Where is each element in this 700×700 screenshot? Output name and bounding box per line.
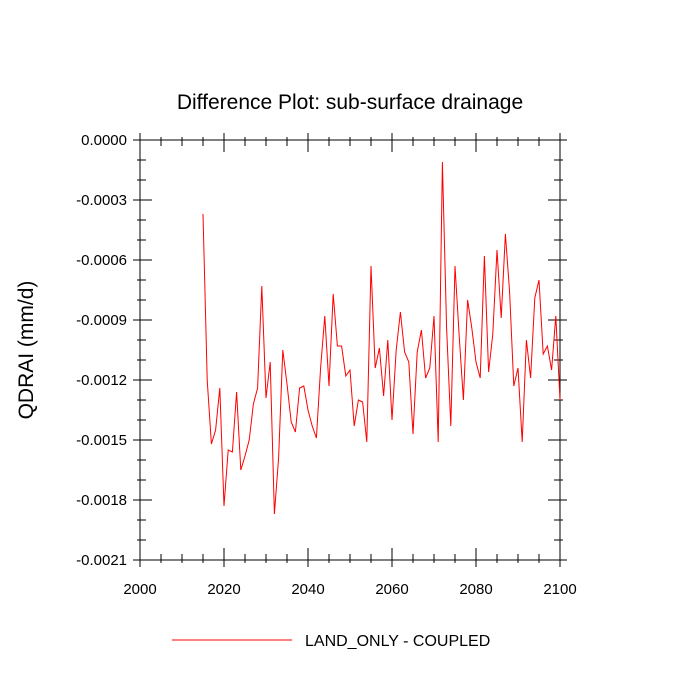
y-tick-label: -0.0015 bbox=[76, 432, 127, 449]
x-tick-label: 2080 bbox=[459, 581, 492, 598]
plot-frame bbox=[139, 139, 561, 561]
y-tick-label: -0.0018 bbox=[76, 492, 127, 509]
y-tick-label: 0.0000 bbox=[81, 132, 127, 149]
y-tick-label: -0.0006 bbox=[76, 252, 127, 269]
y-tick-label: -0.0012 bbox=[76, 372, 127, 389]
x-tick-label: 2060 bbox=[375, 581, 408, 598]
x-tick-label: 2020 bbox=[207, 581, 240, 598]
chart-title: Difference Plot: sub-surface drainage bbox=[177, 91, 523, 114]
x-tick-label: 2000 bbox=[123, 581, 156, 598]
legend-label-0: LAND_ONLY - COUPLED bbox=[305, 633, 490, 650]
plot-area: 2000 2020 2040 2060 2080 2100 0.0000 -0.0003 -0.… bbox=[76, 132, 577, 650]
y-tick-label: -0.0003 bbox=[76, 192, 127, 209]
y-tick-label: -0.0009 bbox=[76, 312, 127, 329]
x-tick-label: 2100 bbox=[543, 581, 576, 598]
y-tick-label: -0.0021 bbox=[76, 552, 127, 569]
series-line-0 bbox=[202, 161, 561, 515]
x-tick-label: 2040 bbox=[291, 581, 324, 598]
y-axis-label: QDRAI (mm/d) bbox=[15, 281, 38, 420]
